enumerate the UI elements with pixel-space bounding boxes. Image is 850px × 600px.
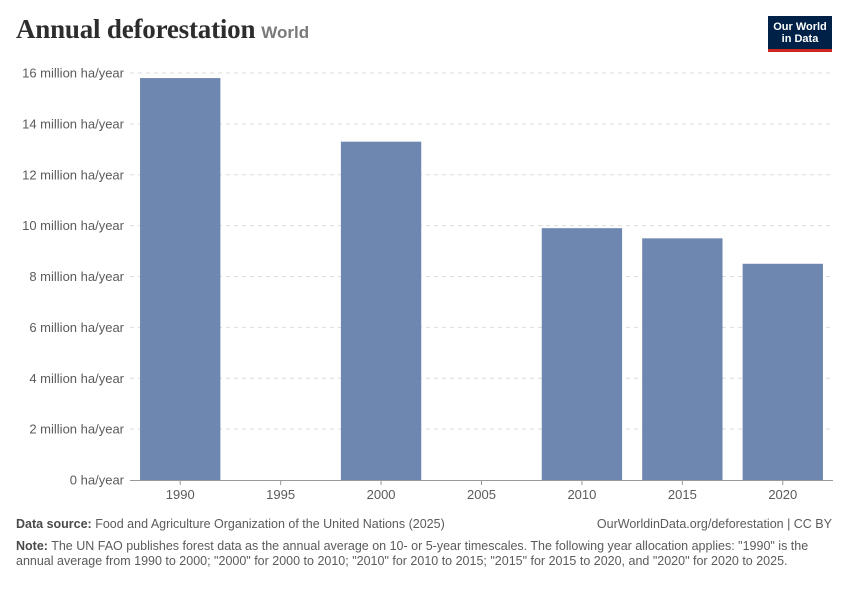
y-tick-label: 8 million ha/year bbox=[29, 269, 124, 284]
footer-source-row: Data source: Food and Agriculture Organi… bbox=[16, 517, 832, 532]
y-tick-label: 12 million ha/year bbox=[22, 167, 125, 182]
x-tick-label: 2010 bbox=[567, 487, 596, 502]
bar-2020[interactable] bbox=[742, 263, 823, 480]
bar-2000[interactable] bbox=[340, 141, 422, 480]
y-tick-label: 2 million ha/year bbox=[29, 422, 124, 437]
footer-note: Note: The UN FAO publishes forest data a… bbox=[16, 539, 832, 569]
bar-chart: 0 ha/year 2 million ha/year 4 million ha/y… bbox=[22, 66, 833, 502]
bar-1990[interactable] bbox=[140, 78, 221, 481]
y-tick-label: 0 ha/year bbox=[70, 473, 125, 488]
x-tick-label: 2000 bbox=[367, 487, 396, 502]
gridlines bbox=[130, 72, 833, 430]
source-text: Food and Agriculture Organization of the… bbox=[95, 517, 445, 531]
x-tick-label: 1995 bbox=[266, 487, 295, 502]
bar-2015[interactable] bbox=[642, 238, 723, 480]
chart-title: Annual deforestation bbox=[16, 14, 256, 44]
y-tick-label: 16 million ha/year bbox=[22, 66, 125, 81]
chart-header: Annual deforestation World bbox=[16, 14, 309, 45]
y-axis: 0 ha/year 2 million ha/year 4 million ha/y… bbox=[22, 66, 125, 488]
data-source: Data source: Food and Agriculture Organi… bbox=[16, 517, 445, 532]
logo-line-1: Our World bbox=[773, 21, 827, 33]
y-tick-label: 10 million ha/year bbox=[22, 218, 125, 233]
bars bbox=[140, 78, 823, 481]
x-tick-label: 2015 bbox=[668, 487, 697, 502]
x-tick-label: 2020 bbox=[768, 487, 797, 502]
x-tick-label: 1990 bbox=[166, 487, 195, 502]
x-axis: 1990 1995 2000 2005 2010 2015 2020 bbox=[130, 480, 833, 502]
logo-line-2: in Data bbox=[781, 33, 819, 45]
url-link[interactable]: OurWorldinData.org/deforestation | CC BY bbox=[596, 517, 832, 531]
y-tick-label: 14 million ha/year bbox=[22, 116, 125, 131]
source-label: Data source: bbox=[16, 517, 92, 531]
y-tick-label: 4 million ha/year bbox=[29, 371, 124, 386]
owid-logo[interactable]: Our World in Data bbox=[768, 16, 832, 52]
y-tick-label: 6 million ha/year bbox=[29, 320, 124, 335]
x-tick-label: 2005 bbox=[467, 487, 496, 502]
note-text: The UN FAO publishes forest data as the … bbox=[16, 539, 809, 568]
note-label: Note: bbox=[16, 539, 48, 553]
entity-label[interactable]: World bbox=[261, 23, 310, 42]
bar-2010[interactable] bbox=[541, 228, 623, 480]
